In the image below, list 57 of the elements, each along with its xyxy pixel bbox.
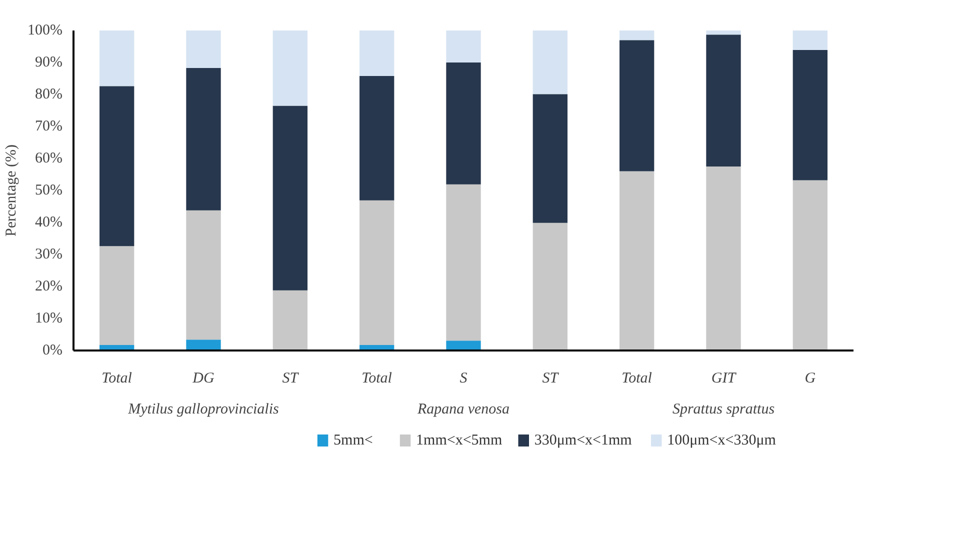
y-tick-label: 20% [35, 278, 63, 294]
y-tick-label: 40% [35, 214, 63, 230]
text: Mytilus galloprovincialis [127, 402, 280, 418]
bar [360, 76, 394, 200]
bar [620, 30, 654, 40]
bar [360, 200, 394, 346]
x-tick-label: ST [542, 370, 560, 386]
bar [272, 106, 308, 290]
legend-label: 1mm<x<5mm [416, 432, 502, 448]
bar [100, 86, 134, 246]
bar [706, 166, 741, 350]
x-tick-label: S [460, 370, 468, 386]
y-tick-label: 10% [35, 310, 63, 326]
y-tick-label: 50% [35, 182, 63, 198]
bar [186, 340, 221, 350]
bar [446, 30, 481, 62]
bar [446, 340, 481, 350]
legend-label: 330μm<x<1mm [534, 432, 632, 448]
bar [706, 34, 741, 166]
legend-label: 100μm<x<330μm [667, 432, 776, 448]
y-tick-label: 70% [35, 118, 63, 134]
bar [186, 68, 221, 210]
bar [186, 210, 221, 340]
bar [792, 180, 828, 350]
bar [272, 290, 308, 350]
bar [100, 246, 134, 346]
text: Rapana venosa [416, 402, 510, 418]
bar [446, 62, 481, 184]
x-tick-label: ST [282, 370, 300, 386]
y-axis-title: Percentage (%) [4, 144, 20, 237]
bar [360, 30, 394, 76]
x-tick-label: Total [102, 370, 132, 386]
bar [620, 40, 654, 172]
x-tick-label: Total [622, 370, 652, 386]
bar [620, 171, 654, 350]
y-tick-label: 60% [35, 150, 63, 166]
bar [532, 30, 568, 94]
x-tick-label: DG [192, 370, 214, 386]
bar [100, 30, 134, 86]
bar [792, 30, 828, 50]
bar [532, 222, 568, 350]
y-tick-label: 100% [28, 22, 63, 38]
x-tick-label: GIT [711, 370, 738, 386]
legend-label: 5mm< [334, 432, 373, 448]
bar [186, 30, 221, 68]
x-tick-label: Total [362, 370, 392, 386]
text: Sprattus sprattus [672, 402, 775, 418]
y-tick-label: 90% [35, 54, 63, 70]
bar [706, 30, 741, 35]
y-tick-label: 0% [42, 342, 63, 358]
bar [446, 184, 481, 341]
bar [792, 50, 828, 180]
x-tick-label: G [804, 370, 816, 386]
bar [532, 94, 568, 223]
y-tick-label: 30% [35, 246, 63, 262]
bar [272, 30, 308, 106]
y-tick-label: 80% [35, 86, 63, 102]
